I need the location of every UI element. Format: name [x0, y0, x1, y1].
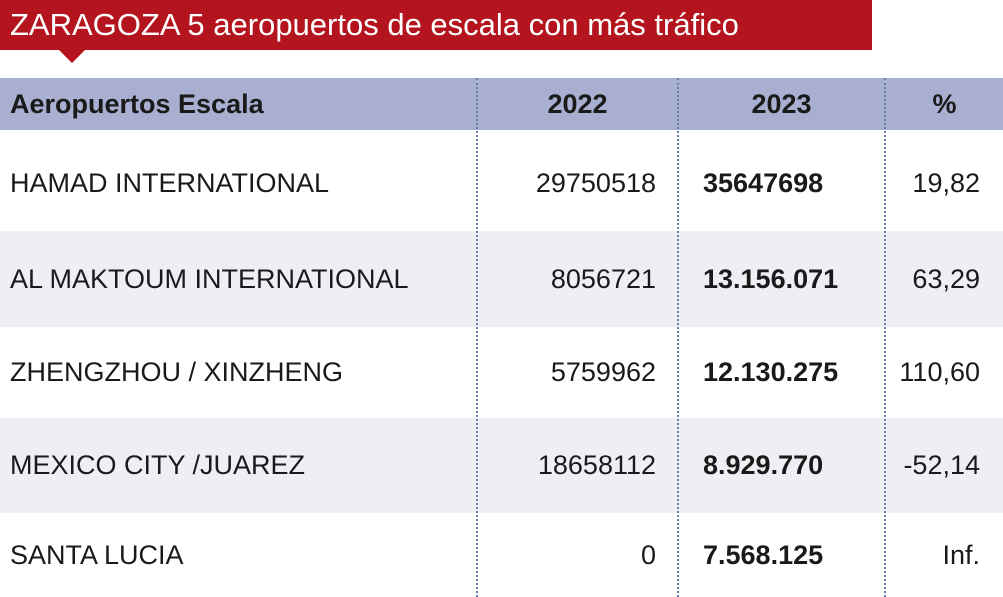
row-band: [0, 231, 1003, 327]
banner-notch: [58, 49, 86, 63]
header-row: [0, 78, 1003, 130]
table-cell: 0: [640, 539, 656, 570]
table-cell: 5759962: [550, 357, 656, 387]
table-cell: 29750518: [535, 167, 656, 198]
table-cell: MEXICO CITY /JUAREZ: [10, 450, 306, 480]
table-cell: HAMAD INTERNATIONAL: [10, 167, 330, 198]
table-cell: ZHENGZHOU / XINZHENG: [10, 357, 344, 387]
table-cell: 7.568.125: [703, 539, 824, 570]
column-divider: [884, 78, 886, 597]
table-cell: 18658112: [537, 450, 656, 480]
column-header: 2023: [751, 88, 812, 119]
column-header: Aeropuertos Escala: [10, 88, 264, 119]
column-divider: [476, 78, 478, 597]
title: ZARAGOZA 5 aeropuertos de escala con más…: [10, 7, 739, 42]
table-cell: 8.929.770: [703, 450, 824, 480]
table-cell: Inf.: [942, 539, 980, 570]
table-cell: 12.130.275: [703, 357, 839, 387]
table-cell: SANTA LUCIA: [10, 539, 184, 570]
table-cell: AL MAKTOUM INTERNATIONAL: [10, 263, 409, 294]
table-cell: 19,82: [912, 167, 980, 198]
table-cell: 8056721: [550, 263, 656, 294]
table-cell: 35647698: [703, 167, 824, 198]
title-banner: [0, 0, 872, 50]
column-divider: [677, 78, 679, 597]
table-cell: -52,14: [903, 450, 980, 480]
column-header: 2022: [547, 88, 608, 119]
table-cell: 110,60: [899, 357, 980, 387]
column-header: %: [932, 88, 957, 119]
table-cell: 13.156.071: [703, 263, 839, 294]
table-cell: 63,29: [912, 263, 980, 294]
row-band: [0, 418, 1003, 513]
